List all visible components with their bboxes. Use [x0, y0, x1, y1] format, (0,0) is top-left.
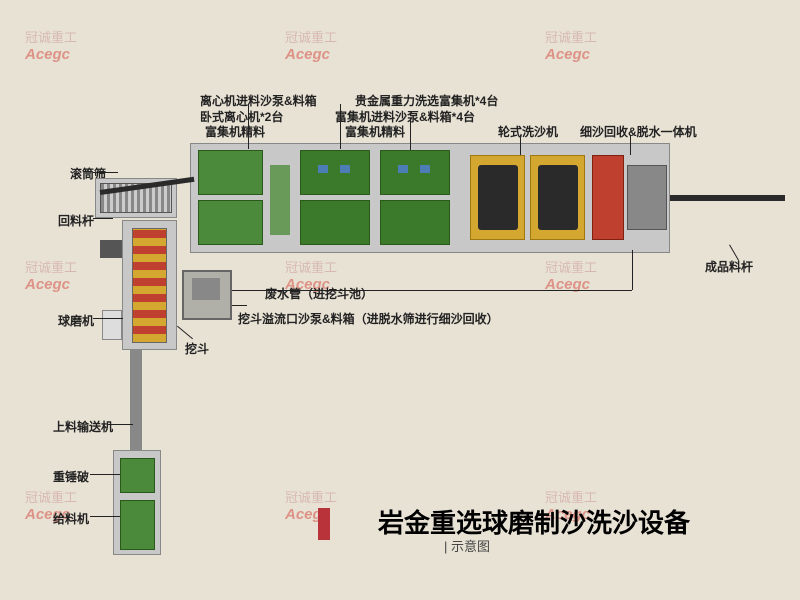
centrifuge-2: [198, 200, 263, 245]
fine-recovery-screen: [627, 165, 667, 230]
watermark: 冠诚重工Acegc: [545, 260, 597, 294]
label-feed-conveyor: 上料输送机: [53, 418, 113, 435]
leader: [177, 326, 193, 340]
label-collector-fine2: 富集机精料: [345, 123, 405, 140]
fine-recovery-unit: [592, 155, 624, 240]
watermark: 冠诚重工Acegc: [25, 260, 77, 294]
overflow-wire: [232, 305, 247, 306]
feed-conveyor: [130, 350, 142, 450]
label-output-rod: 成品料杆: [705, 258, 753, 275]
label-return-rod: 回料杆: [58, 212, 94, 229]
wheel-2: [538, 165, 578, 230]
label-ball-mill: 球磨机: [58, 312, 94, 329]
output-line: [670, 195, 785, 201]
leader: [90, 516, 120, 517]
leader: [93, 218, 113, 219]
leader: [248, 104, 249, 149]
waste-wire: [232, 290, 632, 291]
leader: [340, 104, 341, 149]
leader: [520, 135, 521, 155]
label-waste-pipe: 废水管（进挖斗池）: [265, 285, 373, 302]
label-hammer-crusher: 重锤破: [53, 468, 89, 485]
centrifuge-pump-box: [270, 165, 290, 235]
collector-b: [300, 200, 370, 245]
leader: [630, 135, 631, 155]
wheel-1: [478, 165, 518, 230]
label-gravity-collector: 贵金属重力洗选富集机*4台: [355, 92, 498, 109]
feeder: [120, 500, 155, 550]
hammer-crusher: [120, 458, 155, 493]
accent: [340, 165, 350, 173]
watermark: 冠诚重工Acegc: [25, 30, 77, 64]
bucket-item: [192, 278, 220, 300]
leader: [90, 474, 120, 475]
collector-c: [380, 150, 450, 195]
label-fine-recovery: 细沙回收&脱水一体机: [580, 123, 697, 140]
ball-mill-motor2: [102, 310, 122, 340]
label-centrifuge-pump: 离心机进料沙泵&料箱: [200, 92, 317, 109]
label-feeder: 给料机: [53, 510, 89, 527]
page-title: 岩金重选球磨制沙洗沙设备: [378, 503, 690, 540]
leader: [93, 318, 123, 319]
label-collector-fine1: 富集机精料: [205, 123, 265, 140]
watermark: 冠诚重工Acegc: [545, 30, 597, 64]
waste-wire-v: [632, 250, 633, 290]
accent: [318, 165, 328, 173]
leader: [93, 172, 118, 173]
collector-d: [380, 200, 450, 245]
leader: [108, 424, 133, 425]
leader: [410, 118, 411, 150]
centrifuge-1: [198, 150, 263, 195]
accent: [420, 165, 430, 173]
label-bucket-overflow: 挖斗溢流口沙泵&料箱（进脱水筛进行细沙回收）: [238, 310, 499, 327]
ball-mill-motor: [100, 240, 122, 258]
watermark: 冠诚重工Acegc: [285, 30, 337, 64]
collector-a: [300, 150, 370, 195]
page-subtitle: | 示意图: [444, 536, 490, 555]
label-wheel-washer: 轮式洗沙机: [498, 123, 558, 140]
accent: [398, 165, 408, 173]
ball-mill-body: [132, 228, 167, 343]
title-bar: [318, 508, 330, 540]
label-bucket: 挖斗: [185, 340, 209, 357]
